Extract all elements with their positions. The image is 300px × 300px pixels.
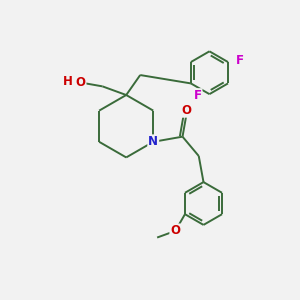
Text: O: O bbox=[76, 76, 85, 89]
Text: H: H bbox=[63, 74, 73, 88]
Text: O: O bbox=[170, 224, 180, 237]
Text: F: F bbox=[194, 89, 202, 102]
Text: O: O bbox=[181, 104, 191, 117]
Text: N: N bbox=[148, 135, 158, 148]
Text: F: F bbox=[236, 54, 244, 67]
